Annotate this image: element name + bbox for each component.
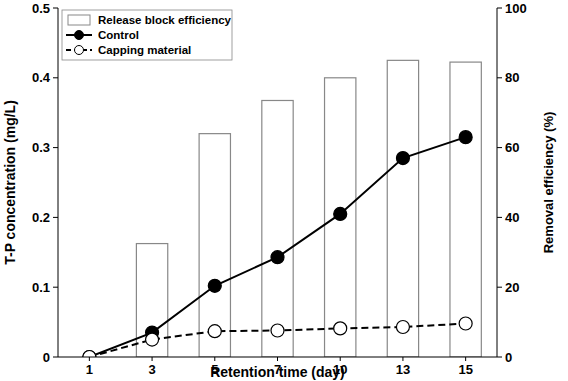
legend-marker (75, 46, 84, 55)
axis-title: Removal efficiency (%) (541, 112, 556, 254)
bar (199, 134, 230, 357)
tick-label: 13 (396, 362, 410, 377)
axis-title: T-P concentration (mg/L) (2, 100, 18, 265)
legend-label: Control (98, 29, 139, 41)
marker (334, 322, 347, 335)
tick (277, 357, 278, 361)
tick (497, 8, 502, 9)
marker (146, 333, 159, 346)
marker (83, 351, 96, 358)
tick-label: 100 (505, 1, 527, 16)
marker (459, 317, 472, 330)
legend: Release block efficiency Control Capping m… (62, 10, 232, 60)
tick-label: 1 (86, 362, 93, 377)
tick-label: 0.3 (32, 140, 50, 155)
tick-label: 3 (148, 362, 155, 377)
tick-label: 60 (505, 140, 519, 155)
bar (136, 244, 167, 357)
tick-label: 0.4 (32, 70, 51, 85)
tick-label: 80 (505, 70, 519, 85)
tick (53, 77, 58, 78)
marker (396, 152, 409, 165)
tick (53, 357, 58, 358)
bar (450, 62, 481, 357)
marker (271, 251, 284, 264)
legend-swatch (68, 15, 90, 25)
tick (340, 357, 341, 361)
tick-label: 0.2 (32, 210, 50, 225)
marker (83, 351, 96, 358)
bar (387, 60, 418, 357)
bar (325, 78, 356, 357)
tick (497, 77, 502, 78)
tick (497, 287, 502, 288)
tick (465, 357, 466, 361)
tick (214, 357, 215, 361)
tick-label: 0.5 (32, 1, 50, 16)
tick (89, 357, 90, 361)
marker (334, 207, 347, 220)
tick-label: 0 (505, 350, 512, 365)
marker (459, 131, 472, 144)
marker (396, 320, 409, 333)
tick (152, 357, 153, 361)
axis-line (58, 8, 59, 357)
marker (208, 279, 221, 292)
marker (208, 325, 221, 338)
tick (497, 357, 502, 358)
legend-label: Release block efficiency (98, 14, 232, 26)
tick (53, 217, 58, 218)
tick-label: 0.1 (32, 280, 50, 295)
tick (497, 147, 502, 148)
legend-box (62, 10, 232, 60)
plot-data (83, 60, 481, 357)
line (89, 137, 465, 357)
axis-line (497, 8, 498, 357)
axis-title: Retention time (day) (210, 364, 345, 380)
tick (53, 8, 58, 9)
tick (497, 217, 502, 218)
tick (53, 287, 58, 288)
tick (402, 357, 403, 361)
tick-label: 40 (505, 210, 519, 225)
tick-label: 15 (458, 362, 472, 377)
chart: 00.10.20.30.40.50204060801001357101315Re… (0, 0, 568, 381)
tick (53, 147, 58, 148)
marker (271, 324, 284, 337)
tick-label: 0 (43, 350, 50, 365)
tick-label: 20 (505, 280, 519, 295)
legend-label: Capping material (98, 44, 191, 56)
bar (262, 100, 293, 357)
legend-marker (75, 31, 84, 40)
